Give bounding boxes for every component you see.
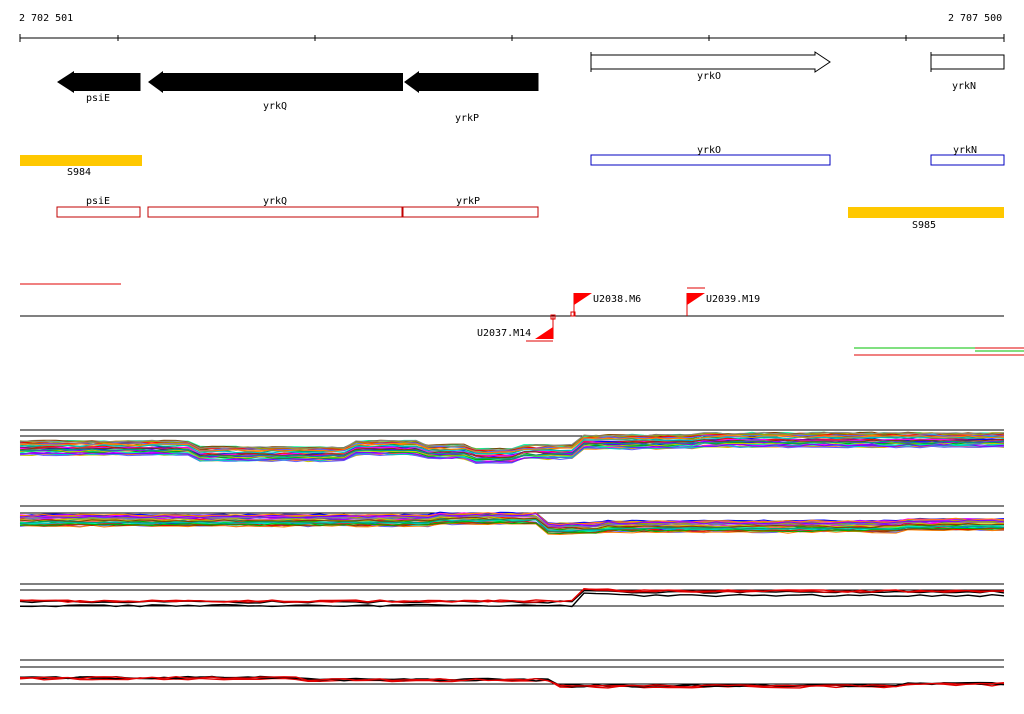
expression-panel-2-trace xyxy=(19,518,1004,532)
transcript-label-yrkO: yrkO xyxy=(697,145,721,156)
transcript-psiE[interactable] xyxy=(56,206,141,218)
expression-panel-2-trace xyxy=(19,513,1005,527)
transcript-label-yrkQ: yrkQ xyxy=(263,196,287,207)
expression-panel-3-trace xyxy=(19,588,1005,603)
gene-psiE[interactable] xyxy=(57,71,140,93)
expression-panel-1-trace xyxy=(20,440,1005,460)
marker-label-U2039-M19: U2039.M19 xyxy=(706,294,760,305)
expression-panel-2-trace xyxy=(19,512,1005,525)
axis-end-label: 2 707 500 xyxy=(948,13,1003,24)
gene-track: psiE yrkQ yrkP yrkO yrkN xyxy=(57,51,1005,124)
marker-U2038-M6[interactable] xyxy=(570,293,592,317)
transcript-track: S984 yrkO yrkN psiE yrkQ yrkP S985 xyxy=(20,145,1005,231)
gene-label-yrkQ: yrkQ xyxy=(263,101,287,112)
transcript-yrkN[interactable] xyxy=(930,154,1005,166)
gene-yrkN[interactable] xyxy=(930,54,1005,70)
gene-yrkQ[interactable] xyxy=(148,71,403,93)
expression-panel-1-trace xyxy=(19,431,1005,451)
rna-feature-label-S984: S984 xyxy=(67,167,91,178)
expression-panel-4-trace xyxy=(19,675,1005,688)
rna-feature-S984[interactable] xyxy=(20,155,142,166)
marker-U2037-M14[interactable] xyxy=(526,314,556,342)
expression-panel-1-trace xyxy=(19,434,1005,454)
expression-profiles-panel-2 xyxy=(19,505,1005,536)
axis-start-label: 2 702 501 xyxy=(19,13,74,24)
expression-panel-1-trace xyxy=(19,445,1005,465)
gene-label-yrkO: yrkO xyxy=(697,71,721,82)
gene-label-psiE: psiE xyxy=(86,93,110,104)
transcript-yrkQ[interactable] xyxy=(147,206,403,218)
gene-label-yrkP: yrkP xyxy=(455,113,479,124)
expression-panel-1-trace xyxy=(19,438,1005,457)
marker-label-U2038-M6: U2038.M6 xyxy=(593,294,641,305)
transcript-yrkO[interactable] xyxy=(590,154,831,166)
transcript-label-yrkN: yrkN xyxy=(953,145,977,156)
marker-track: U2038.M6 U2039.M19 U2037.M14 xyxy=(20,283,1024,356)
expression-panel-2-trace xyxy=(19,516,1004,530)
expression-panel-1-trace xyxy=(19,443,1005,463)
transcript-label-yrkP: yrkP xyxy=(456,196,480,207)
expression-panel-1-trace xyxy=(19,434,1005,454)
rna-feature-S985[interactable] xyxy=(848,207,1004,218)
expression-panel-2-trace xyxy=(19,516,1005,530)
expression-panel-4-trace xyxy=(19,677,1005,689)
expression-panel-2-trace xyxy=(19,521,1005,534)
expression-profiles-panel-4 xyxy=(19,659,1005,689)
rna-feature-label-S985: S985 xyxy=(912,220,936,231)
gene-label-yrkN: yrkN xyxy=(952,81,976,92)
transcript-yrkP[interactable] xyxy=(402,206,539,218)
marker-U2039-M19[interactable] xyxy=(686,287,705,316)
expression-profiles-panel-1 xyxy=(19,429,1005,465)
coordinate-ruler xyxy=(19,34,1005,42)
marker-label-U2037-M14: U2037.M14 xyxy=(477,328,531,339)
expression-panel-3-trace xyxy=(19,592,1005,608)
gene-yrkP[interactable] xyxy=(404,71,538,93)
transcript-label-psiE: psiE xyxy=(86,196,110,207)
gene-yrkO[interactable] xyxy=(590,51,831,73)
expression-profiles-panel-3 xyxy=(19,583,1005,608)
expression-panel-1-trace xyxy=(19,436,1005,455)
